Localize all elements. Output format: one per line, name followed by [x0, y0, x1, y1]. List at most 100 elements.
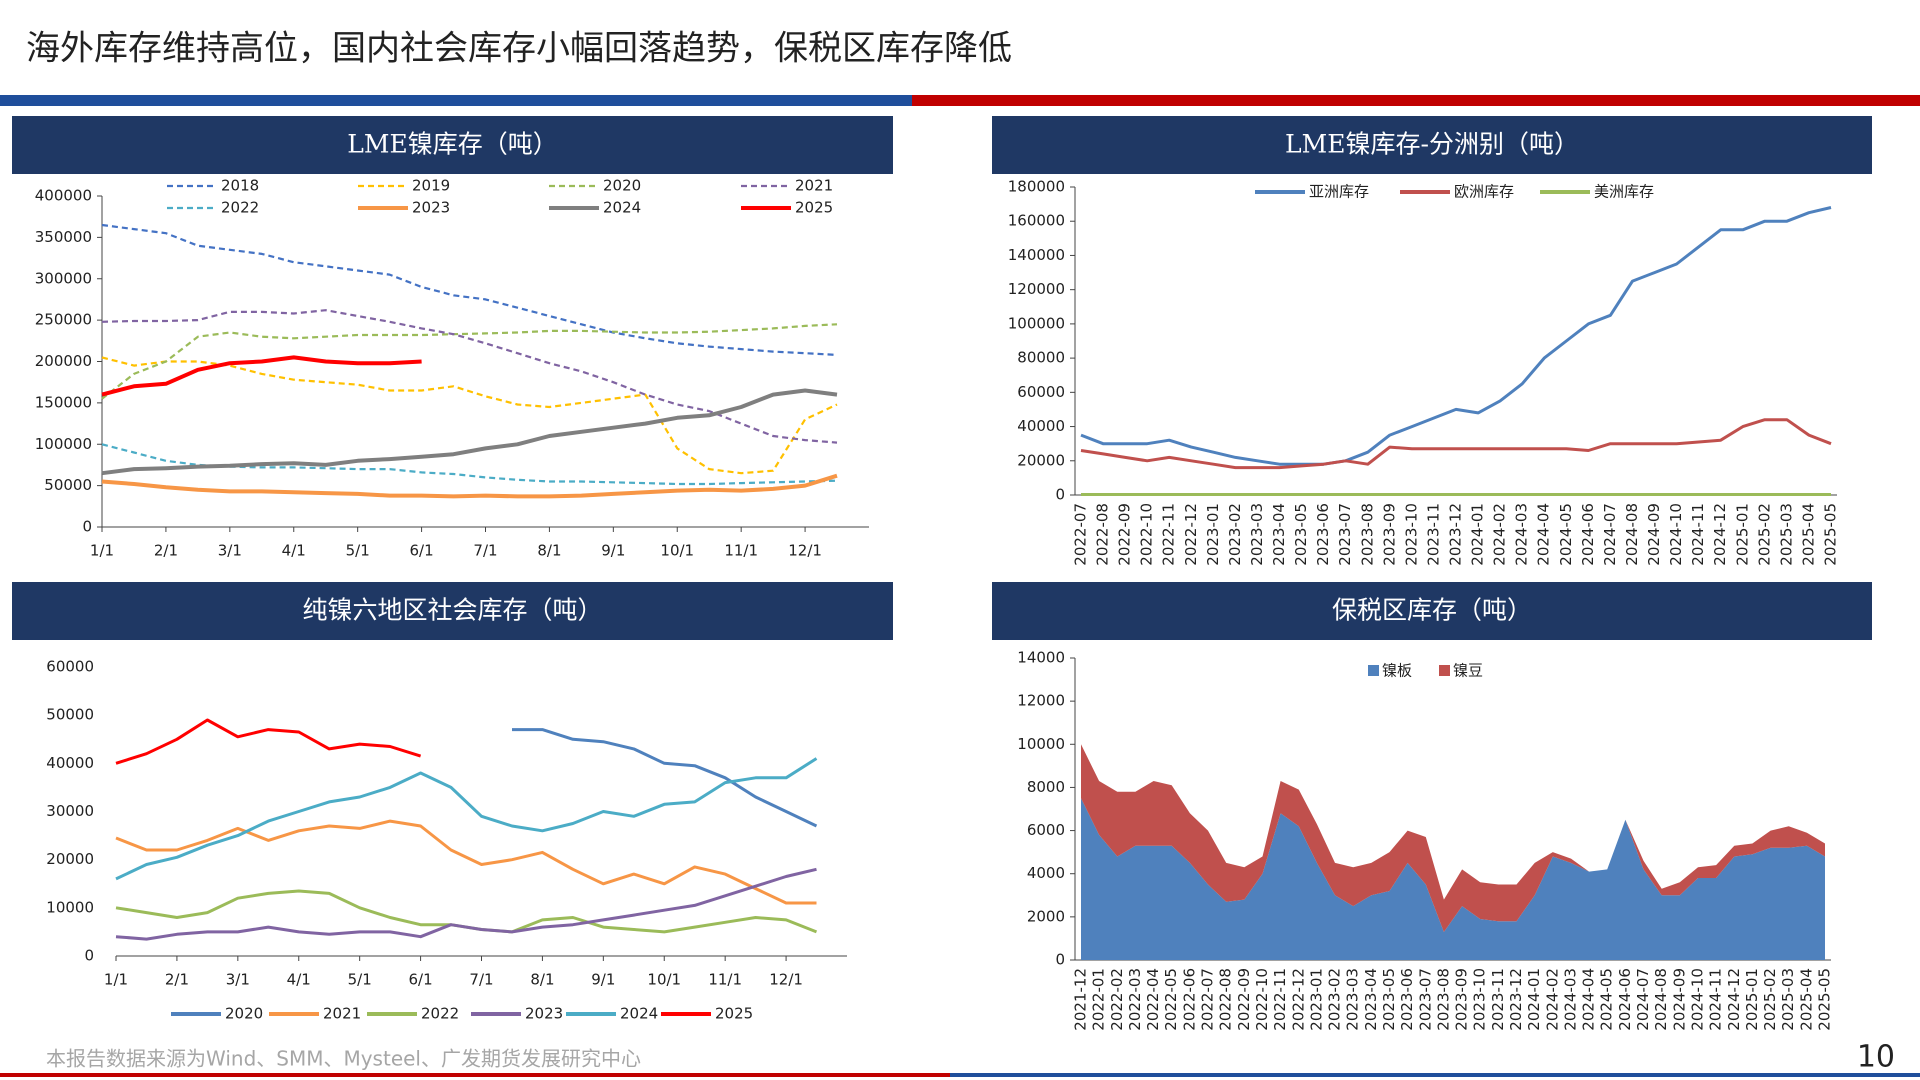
legend-label: 2019 [412, 177, 450, 195]
x-tick-label: 2024-11 [1689, 503, 1707, 566]
y-tick-label: 0 [84, 947, 94, 965]
series-line [1080, 418, 1832, 470]
slide-title: 海外库存维持高位，国内社会库存小幅回落趋势，保税区库存降低 [26, 29, 1012, 69]
x-tick-label: 2022-07 [1199, 968, 1217, 1031]
y-tick-label: 20000 [46, 850, 94, 868]
series-line [115, 718, 422, 765]
x-tick-label: 2022-12 [1182, 503, 1200, 566]
x-tick-label: 3/1 [226, 971, 250, 989]
x-tick-label: 2022-02 [1108, 968, 1126, 1031]
x-tick-label: 2023-07 [1416, 968, 1434, 1031]
series-line [101, 223, 838, 356]
legend-label: 美洲库存 [1594, 183, 1654, 201]
x-tick-label: 4/1 [287, 971, 311, 989]
x-tick-label: 2/1 [154, 542, 178, 560]
legend-label: 2024 [620, 1005, 658, 1023]
x-tick-label: 2024-06 [1579, 503, 1597, 566]
x-tick-label: 5/1 [348, 971, 372, 989]
x-tick-label: 10/1 [660, 542, 694, 560]
x-tick-label: 2024-04 [1580, 968, 1598, 1031]
y-tick-label: 100000 [1008, 314, 1065, 332]
x-tick-label: 12/1 [769, 971, 803, 989]
source-note: 本报告数据来源为Wind、SMM、Mysteel、广发期货发展研究中心 [46, 1047, 641, 1071]
x-tick-label: 2025-03 [1777, 503, 1795, 566]
legend-label: 2025 [795, 199, 833, 217]
chart-header [12, 582, 893, 640]
x-tick-label: 2023-06 [1314, 503, 1332, 566]
x-tick-label: 2024-09 [1670, 968, 1688, 1031]
x-tick-label: 2023-04 [1362, 968, 1380, 1031]
x-tick-label: 2024-09 [1645, 503, 1663, 566]
x-tick-label: 2022-08 [1094, 503, 1112, 566]
series-line [115, 867, 817, 941]
x-tick-label: 2025-02 [1761, 968, 1779, 1031]
x-tick-label: 2025-04 [1797, 968, 1815, 1031]
y-tick-label: 4000 [1027, 864, 1065, 882]
chart-title: LME镍库存（吨） [347, 130, 557, 159]
legend-label: 2024 [603, 199, 641, 217]
x-tick-label: 2024-10 [1688, 968, 1706, 1031]
x-tick-label: 2025-01 [1743, 968, 1761, 1031]
top-bar-blue [0, 95, 912, 106]
legend-swatch [1368, 665, 1379, 676]
chart-header [992, 582, 1872, 640]
y-tick-label: 400000 [35, 187, 92, 205]
x-tick-label: 2022-07 [1072, 503, 1090, 566]
x-tick-label: 6/1 [410, 542, 434, 560]
legend-label: 2020 [603, 177, 641, 195]
page-number: 10 [1857, 1040, 1895, 1075]
legend-label: 2025 [715, 1005, 753, 1023]
x-tick-label: 2024-01 [1525, 968, 1543, 1031]
x-tick-label: 2024-07 [1601, 503, 1619, 566]
y-tick-label: 60000 [1017, 383, 1065, 401]
x-tick-label: 2025-05 [1816, 968, 1834, 1031]
y-tick-label: 0 [82, 518, 92, 536]
legend-label: 2021 [323, 1005, 361, 1023]
legend-label: 2018 [221, 177, 259, 195]
legend-label: 2023 [412, 199, 450, 217]
y-tick-label: 60000 [46, 658, 94, 676]
x-tick-label: 4/1 [282, 542, 306, 560]
legend-label: 2022 [221, 199, 259, 217]
x-tick-label: 11/1 [724, 542, 758, 560]
y-tick-label: 50000 [46, 706, 94, 724]
x-tick-label: 2024-03 [1513, 503, 1531, 566]
y-tick-label: 8000 [1027, 778, 1065, 796]
x-tick-label: 2022-11 [1271, 968, 1289, 1031]
stacked-area [1081, 744, 1825, 932]
x-tick-label: 2023-05 [1380, 968, 1398, 1031]
x-tick-label: 2024-03 [1561, 968, 1579, 1031]
x-tick-label: 2024-06 [1616, 968, 1634, 1031]
x-tick-label: 2023-10 [1471, 968, 1489, 1031]
x-tick-label: 2024-02 [1543, 968, 1561, 1031]
x-tick-label: 2023-02 [1326, 968, 1344, 1031]
x-tick-label: 7/1 [469, 971, 493, 989]
chart-title: 保税区库存（吨） [1332, 596, 1532, 625]
x-tick-label: 2023-02 [1226, 503, 1244, 566]
x-tick-label: 2022-09 [1235, 968, 1253, 1031]
x-tick-label: 2023-12 [1447, 503, 1465, 566]
legend-label: 欧洲库存 [1454, 183, 1514, 201]
y-tick-label: 0 [1055, 951, 1065, 969]
x-tick-label: 2022-08 [1217, 968, 1235, 1031]
chart-title: 纯镍六地区社会库存（吨） [302, 596, 602, 625]
legend-label: 亚洲库存 [1309, 183, 1369, 201]
x-tick-label: 2024-10 [1667, 503, 1685, 566]
x-tick-label: 2023-01 [1307, 968, 1325, 1031]
series-line [101, 473, 838, 499]
x-tick-label: 2024-05 [1598, 968, 1616, 1031]
x-tick-label: 2022-01 [1090, 968, 1108, 1031]
legend-label: 2020 [225, 1005, 263, 1023]
x-tick-label: 2022-10 [1253, 968, 1271, 1031]
y-tick-label: 350000 [35, 228, 92, 246]
x-tick-label: 2024-04 [1535, 503, 1553, 566]
x-tick-label: 2/1 [165, 971, 189, 989]
y-tick-label: 100000 [35, 435, 92, 453]
x-tick-label: 2025-02 [1755, 503, 1773, 566]
series-line [512, 728, 818, 828]
x-tick-label: 10/1 [647, 971, 681, 989]
x-tick-label: 2022-10 [1138, 503, 1156, 566]
x-tick-label: 1/1 [104, 971, 128, 989]
stacked-area [1081, 798, 1825, 960]
